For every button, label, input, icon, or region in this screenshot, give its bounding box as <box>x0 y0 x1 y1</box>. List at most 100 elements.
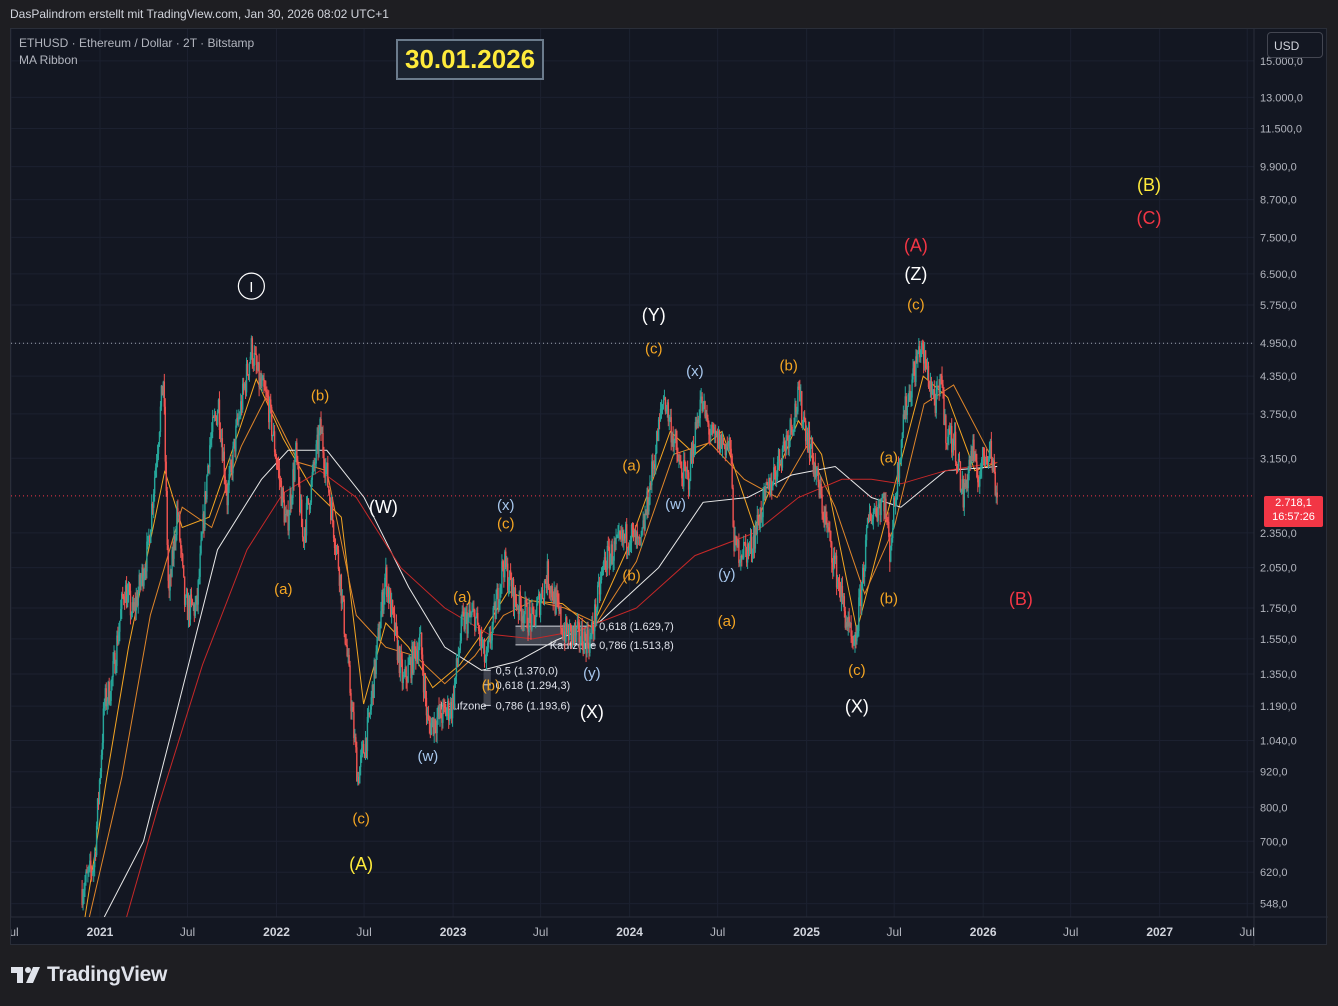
candle-body <box>951 439 954 453</box>
candle-body <box>567 627 570 641</box>
candle-body <box>411 646 413 679</box>
candle-body <box>291 498 293 505</box>
candle-body <box>746 544 749 563</box>
candle-body <box>723 444 726 446</box>
candle-body <box>698 418 700 424</box>
candle-body <box>876 516 878 521</box>
candle-body <box>142 567 144 586</box>
time-tick-label: 2027 <box>1146 925 1173 939</box>
candle-body <box>287 510 289 531</box>
candle-body <box>778 449 781 464</box>
candle-body <box>280 480 283 506</box>
candle-body <box>740 555 742 562</box>
candle-body <box>762 490 764 518</box>
candle-body <box>768 477 770 489</box>
candle-body <box>738 540 740 563</box>
candle-body <box>147 536 149 542</box>
candle-body <box>852 638 854 646</box>
candle-body <box>278 468 281 480</box>
candle-body <box>327 462 329 487</box>
price-tick-label: 548,0 <box>1260 899 1288 911</box>
candle-body <box>942 384 944 392</box>
candle-body <box>107 681 109 702</box>
candle-body <box>285 514 287 516</box>
candle-body <box>587 630 589 645</box>
candle-body <box>424 679 427 698</box>
candle-body <box>589 636 591 653</box>
candle-body <box>576 621 579 628</box>
fib-level-label: 0,786 (1.513,8) <box>599 640 674 652</box>
candle-body <box>706 413 708 419</box>
candle-body <box>438 707 440 717</box>
candle-body <box>324 468 326 477</box>
candle-body <box>239 416 241 418</box>
candle-body <box>430 722 432 735</box>
candle-body <box>233 438 235 447</box>
candle-body <box>374 659 376 675</box>
price-chart[interactable]: 0,618 (1.629,7)0,786 (1.513,8)Kaufzone0,… <box>11 29 1328 946</box>
candle-body <box>758 522 760 529</box>
candle-body <box>596 585 599 609</box>
candle-body <box>556 592 558 598</box>
candle-body <box>121 593 123 609</box>
candle-body <box>502 561 504 568</box>
candle-body <box>912 368 914 380</box>
candle-body <box>281 488 284 506</box>
tradingview-logo[interactable]: TradingView <box>11 963 167 987</box>
candle-body <box>783 441 786 443</box>
symbol-line[interactable]: ETHUSD · Ethereum / Dollar · 2T · Bitsta… <box>19 36 255 50</box>
candle-body <box>428 719 431 724</box>
candle-body <box>617 532 619 536</box>
candle-body <box>358 776 360 784</box>
candle-body <box>695 422 698 429</box>
candle-body <box>325 466 327 477</box>
price-tick-label: 5.750,0 <box>1260 300 1297 312</box>
wave-label: (c) <box>907 297 925 314</box>
candle-body <box>299 485 301 513</box>
candle-body <box>901 432 904 441</box>
candle-body <box>721 439 724 448</box>
candle-body <box>373 659 375 699</box>
candle-body <box>623 534 625 541</box>
candle-body <box>675 433 677 441</box>
candle-body <box>120 608 122 621</box>
candle-body <box>184 596 187 605</box>
candle-body <box>271 435 274 437</box>
candle-body <box>872 512 875 520</box>
candle-body <box>726 445 728 447</box>
fib-level-label: 0,5 (1.370,0) <box>496 665 558 677</box>
candle-body <box>392 608 395 614</box>
candle-body <box>367 712 370 717</box>
price-tick-label: 1.550,0 <box>1260 634 1297 646</box>
candle-body <box>625 524 627 539</box>
candle-body <box>614 541 616 545</box>
candle-body <box>222 451 225 461</box>
candle-body <box>953 431 956 446</box>
candle-body <box>756 514 758 535</box>
candle-body <box>585 637 587 654</box>
candle-body <box>647 491 649 512</box>
candle-body <box>381 592 383 612</box>
candle-body <box>254 352 256 354</box>
candle-body <box>939 374 941 393</box>
indicator-name[interactable]: MA Ribbon <box>19 53 78 67</box>
candle-body <box>510 580 513 594</box>
candle-body <box>741 555 743 558</box>
chart-frame[interactable]: 0,618 (1.629,7) 0,786 (1.513,8) Kaufzone 0,… <box>10 28 1328 946</box>
candle-body <box>499 587 501 604</box>
candle-body <box>822 513 824 515</box>
candle-body <box>529 606 531 615</box>
candle-body <box>686 469 689 473</box>
candle-body <box>689 451 692 481</box>
candle-body <box>535 616 537 626</box>
price-tick-label: 15.000,0 <box>1260 56 1303 68</box>
candle-body <box>183 576 186 605</box>
candle-body <box>865 527 868 541</box>
candle-body <box>798 386 800 388</box>
candle-body <box>823 514 825 524</box>
candle-body <box>977 477 979 483</box>
candle-body <box>832 562 834 570</box>
candle-body <box>937 385 939 388</box>
price-tick-label: 4.950,0 <box>1260 338 1297 350</box>
currency-button[interactable]: USD <box>1267 32 1323 58</box>
